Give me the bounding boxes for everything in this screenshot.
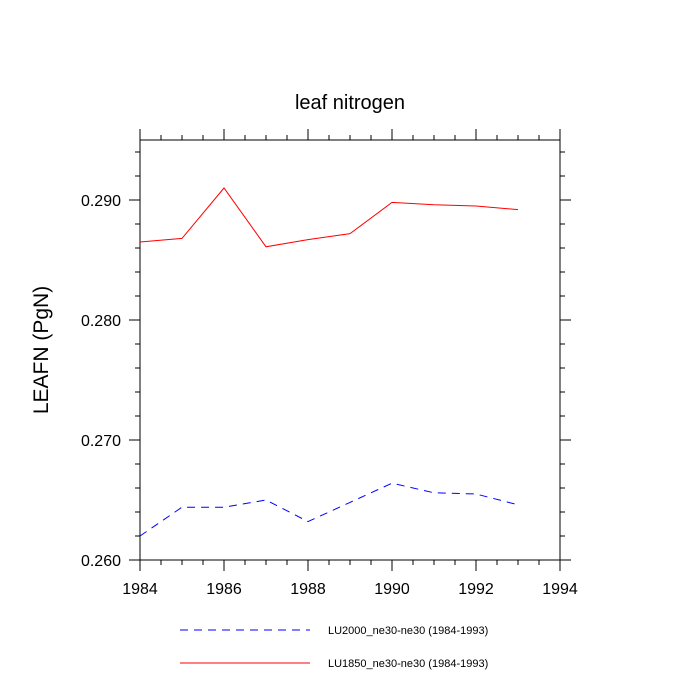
series-lines bbox=[139, 187, 519, 537]
legend-label-2: LU1850_ne30-ne30 (1984-1993) bbox=[328, 658, 488, 670]
y-tick-label: 0.260 bbox=[81, 553, 121, 570]
x-tick-label: 1988 bbox=[290, 581, 326, 598]
plot-frame bbox=[139, 139, 561, 561]
y-axis-label: LEAFN (PgN) bbox=[30, 286, 53, 414]
y-tick-label: 0.270 bbox=[81, 433, 121, 450]
x-tick-label: 1986 bbox=[206, 581, 242, 598]
x-tick-label: 1984 bbox=[122, 581, 158, 598]
y-tick-labels: 0.260 0.270 0.280 0.290 bbox=[81, 193, 121, 570]
series-line-2 bbox=[139, 187, 519, 248]
chart-title: leaf nitrogen bbox=[295, 92, 405, 114]
series-line-1 bbox=[139, 482, 519, 537]
axis-ticks bbox=[129, 129, 571, 571]
x-tick-label: 1990 bbox=[374, 581, 410, 598]
legend-label-1: LU2000_ne30-ne30 (1984-1993) bbox=[328, 625, 488, 637]
y-tick-label: 0.280 bbox=[81, 313, 121, 330]
y-tick-label: 0.290 bbox=[81, 193, 121, 210]
x-tick-label: 1992 bbox=[458, 581, 494, 598]
x-tick-label: 1994 bbox=[542, 581, 578, 598]
legend: LU2000_ne30-ne30 (1984-1993) LU1850_ne30-… bbox=[180, 625, 488, 670]
x-tick-labels: 1984 1986 1988 1990 1992 1994 bbox=[122, 581, 578, 598]
